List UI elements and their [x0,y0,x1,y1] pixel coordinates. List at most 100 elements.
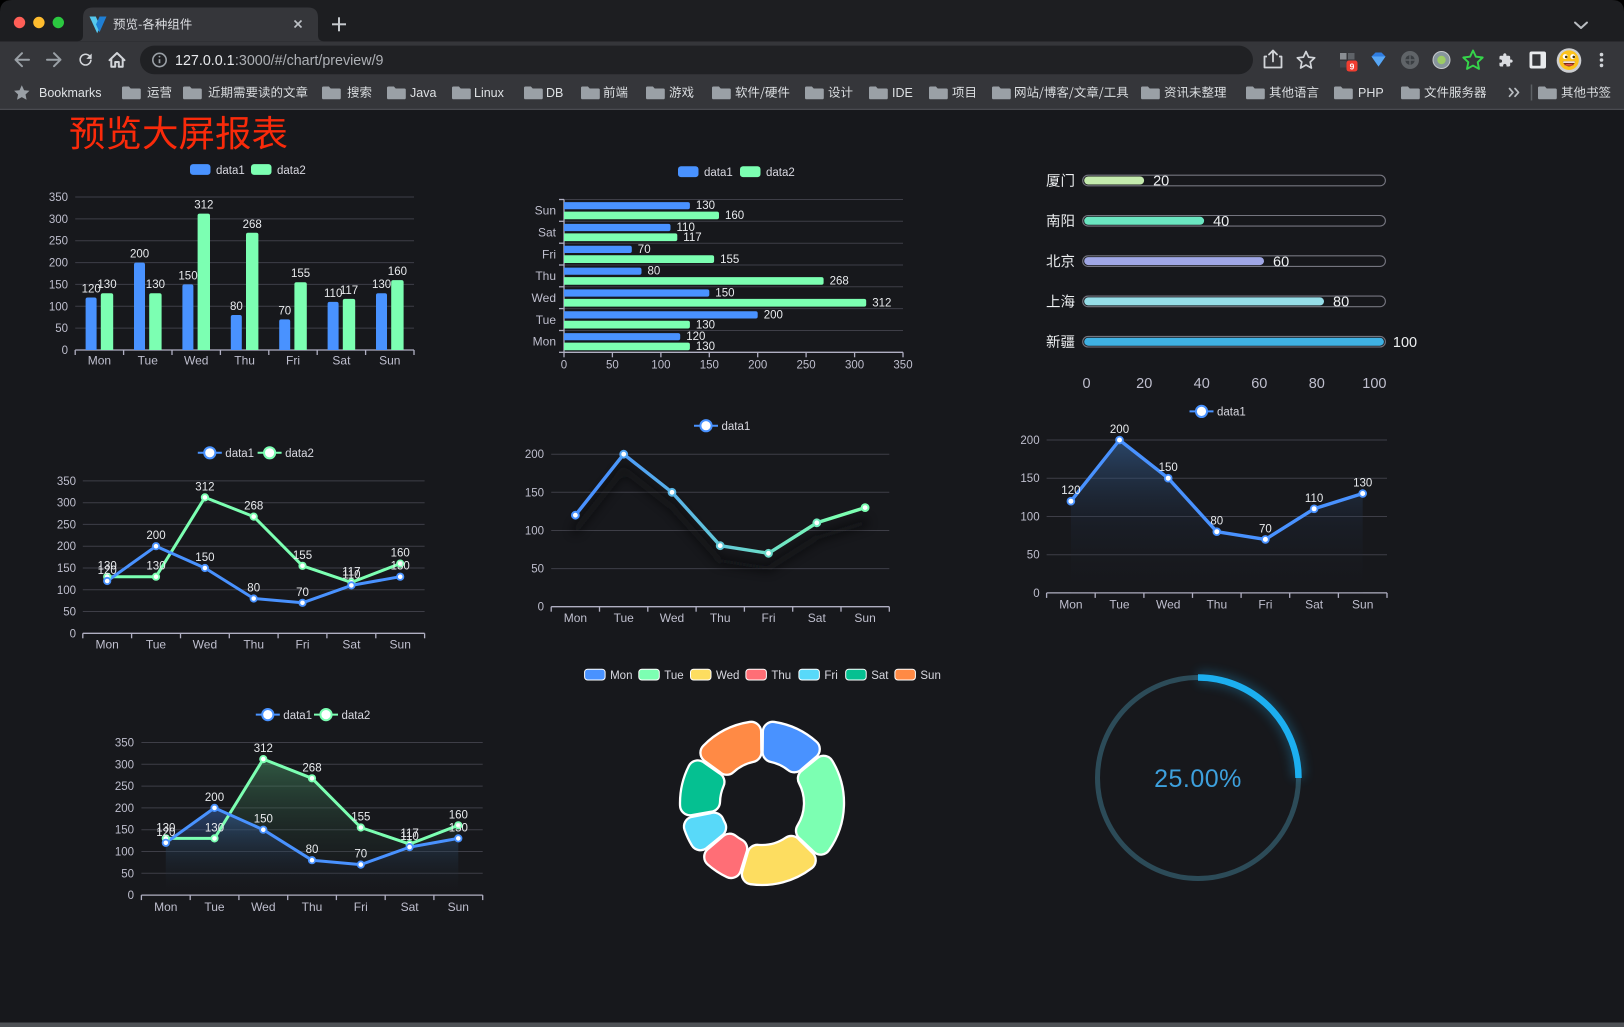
svg-text:155: 155 [351,812,370,824]
svg-text:200: 200 [130,249,149,261]
svg-text:70: 70 [296,587,309,599]
svg-text:150: 150 [57,563,76,575]
svg-text:Mon: Mon [154,900,177,914]
svg-text:Fri: Fri [286,354,300,368]
svg-text:250: 250 [797,360,816,372]
svg-text:Thu: Thu [710,611,731,625]
svg-text:Sat: Sat [871,670,889,682]
svg-text:data2: data2 [277,165,306,177]
svg-text:Sat: Sat [1305,598,1324,612]
svg-text:Fri: Fri [296,638,310,652]
svg-text:Tue: Tue [138,354,159,368]
svg-text:70: 70 [278,305,291,317]
svg-text:200: 200 [49,258,68,270]
svg-text:Sat: Sat [332,354,351,368]
svg-text:60: 60 [1273,254,1289,270]
svg-text:150: 150 [254,814,273,826]
svg-text:80: 80 [1309,376,1325,392]
svg-text:130: 130 [372,279,391,291]
svg-text:70: 70 [1259,523,1272,535]
svg-text:150: 150 [715,288,734,300]
svg-text:110: 110 [677,222,695,234]
svg-text:0: 0 [70,628,76,640]
svg-text:0: 0 [1083,376,1091,392]
svg-text:Sat: Sat [401,900,420,914]
svg-text:117: 117 [342,566,360,578]
svg-text:50: 50 [63,607,76,619]
svg-text:150: 150 [525,487,544,499]
svg-text:160: 160 [388,266,407,278]
svg-text:data2: data2 [285,448,314,460]
svg-text:50: 50 [606,360,619,372]
svg-text:Mon: Mon [88,354,111,368]
svg-text:Mon: Mon [533,335,556,349]
svg-text:data2: data2 [766,167,795,179]
svg-text:130: 130 [98,561,117,573]
svg-text:110: 110 [324,288,342,300]
svg-text:100: 100 [115,847,134,859]
svg-text:268: 268 [244,501,263,513]
svg-text:Thu: Thu [535,269,556,283]
svg-text:150: 150 [49,279,68,291]
svg-text:0: 0 [128,890,134,902]
svg-text:150: 150 [1020,473,1039,485]
svg-text:312: 312 [195,481,214,493]
svg-text:268: 268 [243,219,262,231]
svg-text:data1: data1 [283,710,312,722]
svg-text:Wed: Wed [532,291,556,305]
svg-text:Thu: Thu [1206,598,1227,612]
svg-text:Sun: Sun [390,638,411,652]
svg-text:100: 100 [1020,512,1039,524]
svg-text:Tue: Tue [1109,598,1130,612]
svg-text:0: 0 [538,602,544,614]
svg-text:80: 80 [247,583,260,595]
svg-text:268: 268 [830,276,849,288]
svg-text:155: 155 [291,268,310,280]
svg-text:200: 200 [764,309,783,321]
svg-text:IDE: IDE [892,86,913,100]
svg-text:117: 117 [340,285,358,297]
svg-text:350: 350 [49,192,68,204]
svg-text:Thu: Thu [243,638,264,652]
svg-text:50: 50 [531,564,544,576]
svg-text:70: 70 [354,849,367,861]
svg-text:200: 200 [1110,424,1129,436]
svg-text:268: 268 [302,762,321,774]
svg-text:130: 130 [449,822,468,834]
svg-text:50: 50 [55,323,68,335]
svg-text:130: 130 [1353,478,1372,490]
svg-text:Sun: Sun [920,670,940,682]
svg-text:Mon: Mon [564,611,587,625]
svg-text:50: 50 [121,868,134,880]
svg-text:Sun: Sun [535,204,556,218]
svg-text:Wed: Wed [716,670,739,682]
svg-text:data1: data1 [1217,407,1246,419]
svg-text:130: 130 [146,279,165,291]
svg-text:Wed: Wed [1156,598,1180,612]
svg-text:40: 40 [1194,376,1210,392]
svg-text:200: 200 [748,360,767,372]
svg-text:250: 250 [49,236,68,248]
svg-text:Wed: Wed [193,638,217,652]
svg-text:127.0.0.1: 127.0.0.1 [175,53,235,69]
svg-text:Tue: Tue [146,638,167,652]
svg-text:312: 312 [254,743,273,755]
svg-text::3000/#/chart/preview/9: :3000/#/chart/preview/9 [235,53,384,69]
svg-text:250: 250 [115,781,134,793]
svg-text:20: 20 [1136,376,1152,392]
svg-text:312: 312 [194,200,213,212]
svg-text:Wed: Wed [660,611,684,625]
svg-text:Wed: Wed [184,354,208,368]
svg-text:350: 350 [115,738,134,750]
svg-text:data2: data2 [342,710,371,722]
svg-text:150: 150 [115,825,134,837]
svg-text:Bookmarks: Bookmarks [39,86,102,100]
svg-text:160: 160 [725,210,744,222]
svg-text:60: 60 [1251,376,1267,392]
svg-text:200: 200 [146,530,165,542]
svg-text:data1: data1 [722,421,751,433]
svg-text:200: 200 [57,541,76,553]
svg-text:120: 120 [82,284,101,296]
svg-text:130: 130 [391,561,410,573]
svg-text:350: 350 [57,476,76,488]
